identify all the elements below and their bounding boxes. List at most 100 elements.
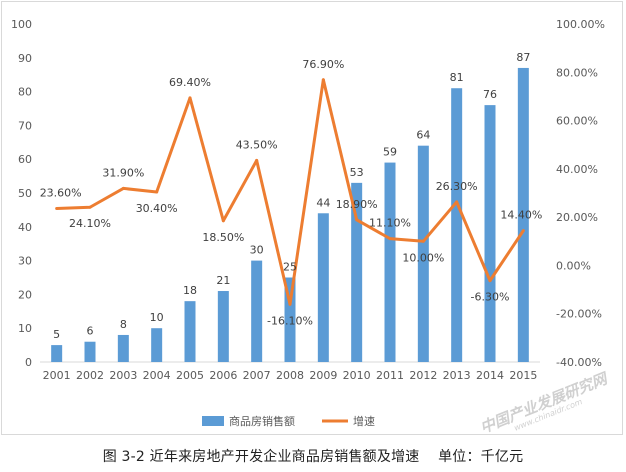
x-tick-label: 2005 bbox=[176, 369, 204, 382]
right-tick-label: -20.00% bbox=[556, 308, 602, 321]
bar-value-label: 87 bbox=[516, 51, 530, 64]
bar bbox=[351, 182, 363, 362]
bar-value-label: 30 bbox=[250, 244, 264, 257]
x-tick-label: 2012 bbox=[409, 369, 437, 382]
bar bbox=[284, 277, 296, 362]
bar bbox=[417, 145, 429, 362]
left-y-axis: 0 10 20 30 40 50 60 70 80 90 100 bbox=[11, 18, 32, 369]
right-tick-label: 80.00% bbox=[556, 66, 598, 79]
bar-value-label: 64 bbox=[416, 129, 430, 142]
growth-value-label: -6.30% bbox=[471, 291, 510, 304]
bar bbox=[117, 334, 129, 362]
right-tick-label: 0.00% bbox=[556, 259, 591, 272]
left-tick-label: 40 bbox=[18, 221, 32, 234]
growth-point bbox=[55, 206, 59, 210]
left-tick-label: 30 bbox=[18, 255, 32, 268]
bar bbox=[451, 88, 463, 362]
bar-value-label: 81 bbox=[450, 71, 464, 84]
growth-value-label: 69.40% bbox=[169, 76, 211, 89]
line-data-labels: 23.60% 24.10% 31.90% 30.40% 69.40% 18.50% 43.5… bbox=[40, 58, 543, 328]
growth-value-label: 18.90% bbox=[336, 198, 378, 211]
bar-value-label: 5 bbox=[53, 328, 60, 341]
x-tick-label: 2015 bbox=[509, 369, 537, 382]
legend-line-label: 增速 bbox=[353, 414, 375, 428]
growth-value-label: 18.50% bbox=[202, 231, 244, 244]
combo-chart: 0 10 20 30 40 50 60 70 80 90 100 -40.00% -20.00% 0.0… bbox=[11, 18, 605, 428]
growth-value-label: -16.10% bbox=[267, 314, 313, 327]
bar bbox=[517, 67, 529, 362]
right-y-axis: -40.00% -20.00% 0.00% 20.00% 40.00% 60.00% 80.… bbox=[556, 18, 605, 369]
growth-value-label: 10.00% bbox=[402, 251, 444, 264]
growth-value-label: 30.40% bbox=[136, 202, 178, 215]
growth-value-label: 11.10% bbox=[369, 217, 411, 230]
growth-point bbox=[388, 237, 392, 241]
growth-point bbox=[221, 219, 225, 223]
left-tick-label: 10 bbox=[18, 322, 32, 335]
bar-data-labels: 5 6 8 10 18 21 30 25 44 53 59 64 81 76 87 bbox=[53, 51, 530, 341]
line-series bbox=[55, 78, 525, 306]
chart-frame: 0 10 20 30 40 50 60 70 80 90 100 -40.00% -20.00% 0.0… bbox=[1, 1, 623, 435]
x-tick-label: 2006 bbox=[209, 369, 237, 382]
bar-value-label: 8 bbox=[120, 318, 127, 331]
bar-value-label: 44 bbox=[316, 196, 330, 209]
growth-value-label: 26.30% bbox=[436, 180, 478, 193]
bar bbox=[184, 301, 196, 362]
left-tick-label: 80 bbox=[18, 86, 32, 99]
bar-value-label: 18 bbox=[183, 284, 197, 297]
x-tick-label: 2008 bbox=[276, 369, 304, 382]
growth-value-label: 23.60% bbox=[40, 186, 82, 199]
growth-value-label: 76.90% bbox=[302, 58, 344, 71]
right-tick-label: 60.00% bbox=[556, 115, 598, 128]
legend-bar-swatch bbox=[202, 416, 224, 426]
growth-point bbox=[188, 96, 192, 100]
growth-point bbox=[88, 205, 92, 209]
growth-point bbox=[321, 78, 325, 82]
x-tick-label: 2003 bbox=[109, 369, 137, 382]
left-tick-label: 50 bbox=[18, 187, 32, 200]
growth-point bbox=[421, 239, 425, 243]
right-tick-label: 20.00% bbox=[556, 211, 598, 224]
bar bbox=[384, 162, 396, 362]
figure-caption: 图 3-2 近年来房地产开发企业商品房销售额及增速 单位：千亿元 bbox=[102, 449, 524, 465]
x-tick-label: 2010 bbox=[343, 369, 371, 382]
bar bbox=[51, 345, 63, 362]
x-tick-label: 2007 bbox=[243, 369, 271, 382]
x-tick-label: 2009 bbox=[309, 369, 337, 382]
x-tick-label: 2013 bbox=[443, 369, 471, 382]
growth-point bbox=[155, 190, 159, 194]
bar-value-label: 53 bbox=[350, 166, 364, 179]
bar bbox=[484, 105, 496, 363]
bar-value-label: 25 bbox=[283, 261, 297, 274]
right-tick-label: -40.00% bbox=[556, 356, 602, 369]
growth-value-label: 43.50% bbox=[236, 138, 278, 151]
left-tick-label: 20 bbox=[18, 288, 32, 301]
x-tick-label: 2011 bbox=[376, 369, 404, 382]
bar-value-label: 10 bbox=[150, 311, 164, 324]
growth-value-label: 24.10% bbox=[69, 217, 111, 230]
left-tick-label: 0 bbox=[25, 356, 32, 369]
x-tick-label: 2004 bbox=[143, 369, 171, 382]
growth-point bbox=[255, 158, 259, 162]
bar bbox=[84, 341, 96, 362]
growth-point bbox=[488, 279, 492, 283]
bar bbox=[317, 213, 329, 362]
bar-value-label: 21 bbox=[216, 274, 230, 287]
left-tick-label: 100 bbox=[11, 18, 32, 31]
legend-bar-label: 商品房销售额 bbox=[229, 414, 295, 428]
bar-value-label: 59 bbox=[383, 146, 397, 159]
legend: 商品房销售额 增速 bbox=[202, 414, 375, 428]
right-tick-label: 100.00% bbox=[556, 18, 605, 31]
right-tick-label: 40.00% bbox=[556, 163, 598, 176]
growth-point bbox=[455, 200, 459, 204]
x-axis: 2001 2002 2003 2004 2005 2006 2007 2008 2009 2010… bbox=[40, 361, 540, 382]
x-tick-label: 2001 bbox=[43, 369, 71, 382]
growth-point bbox=[288, 302, 292, 306]
left-tick-label: 60 bbox=[18, 153, 32, 166]
growth-value-label: 14.40% bbox=[500, 209, 542, 222]
growth-point bbox=[121, 186, 125, 190]
left-tick-label: 90 bbox=[18, 52, 32, 65]
bar bbox=[251, 260, 263, 362]
growth-point bbox=[521, 229, 525, 233]
x-tick-label: 2014 bbox=[476, 369, 504, 382]
bar bbox=[151, 328, 163, 362]
